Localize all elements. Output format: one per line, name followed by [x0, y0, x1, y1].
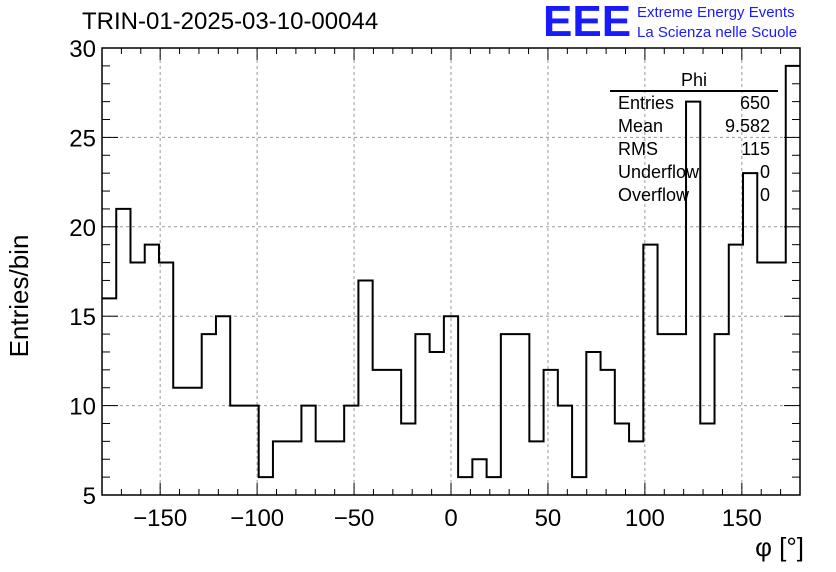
y-tick-label: 15 [69, 304, 96, 331]
y-tick-label: 5 [83, 483, 96, 510]
x-tick-label: −50 [334, 505, 375, 532]
stats-row-entries: Entries 650 [610, 92, 778, 115]
stats-title: Phi [610, 70, 778, 92]
eee-tagline-1: Extreme Energy Events [637, 4, 795, 21]
x-tick-label: −150 [133, 505, 187, 532]
axis-layer [101, 47, 801, 496]
stats-key: Mean [618, 116, 664, 136]
x-tick-label: 150 [722, 505, 762, 532]
x-tick-label: 50 [535, 505, 562, 532]
histogram-line [102, 64, 800, 479]
histogram-layer [102, 64, 800, 479]
y-tick-label: 25 [69, 125, 96, 152]
y-axis-label: Entries/bin [4, 234, 34, 358]
run-title: TRIN-01-2025-03-10-00044 [82, 8, 379, 35]
stats-key: Overflow [618, 185, 690, 205]
stats-row-overflow: Overflow 0 [610, 184, 778, 207]
stats-key: Entries [618, 93, 675, 113]
y-tick-label: 20 [69, 215, 96, 242]
x-tick-label: 100 [625, 505, 665, 532]
y-tick-label: 10 [69, 394, 96, 421]
x-tick-label: −100 [230, 505, 284, 532]
stats-value: 115 [741, 139, 770, 159]
stats-value: 0 [759, 162, 770, 182]
y-tick-label: 30 [69, 36, 96, 63]
eee-tagline-2: La Scienza nelle Scuole [637, 24, 798, 41]
stats-row-underflow: Underflow 0 [610, 161, 778, 184]
stats-row-rms: RMS 115 [610, 138, 778, 161]
eee-logo: EEE [543, 0, 632, 46]
stats-box: Phi Entries 650 Mean 9.582 RMS 115 Under… [610, 70, 778, 207]
stats-key: RMS [618, 139, 658, 159]
x-axis-label: φ [°] [755, 532, 804, 562]
stats-value: 9.582 [724, 116, 770, 136]
stats-value: 0 [759, 185, 770, 205]
x-tick-label: 0 [444, 505, 457, 532]
stats-key: Underflow [618, 162, 700, 182]
stats-value: 650 [739, 93, 770, 113]
tick-label-layer: −150 −100 −50 0 50 100 150 5 10 15 20 25 30 [69, 36, 762, 532]
stats-row-mean: Mean 9.582 [610, 115, 778, 138]
